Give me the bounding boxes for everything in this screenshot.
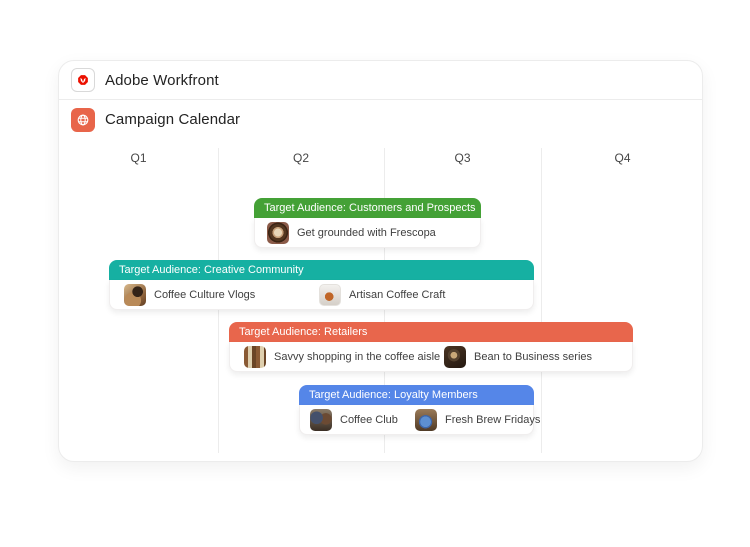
coffee-beans-thumbnail-icon <box>444 345 466 368</box>
campaign-group-customers-prospects: Target Audience: Customers and Prospects… <box>254 198 481 248</box>
page-title: Campaign Calendar <box>105 111 241 128</box>
campaign-item[interactable]: Get grounded with Frescopa <box>267 218 436 247</box>
campaign-row: Coffee Club Fresh Brew Fridays <box>299 405 540 435</box>
vlogger-thumbnail-icon <box>124 283 146 306</box>
quarter-label-q4: Q4 <box>614 151 631 165</box>
campaign-timeline: Q1 Q2 Q3 Q4 Target Audience: Customers a… <box>59 138 702 461</box>
blue-mug-thumbnail-icon <box>415 408 437 431</box>
quarter-gridline <box>541 148 542 453</box>
campaign-row: Get grounded with Frescopa <box>254 218 481 248</box>
coffee-cup-thumbnail-icon <box>319 283 341 306</box>
campaign-item-label: Bean to Business series <box>474 350 593 363</box>
campaign-item-label: Coffee Culture Vlogs <box>154 288 256 301</box>
campaign-item[interactable]: Coffee Club <box>310 405 398 434</box>
campaign-bar[interactable]: Target Audience: Retailers <box>229 322 633 342</box>
campaign-item[interactable]: Bean to Business series <box>444 342 592 371</box>
quarter-label-q3: Q3 <box>454 151 471 165</box>
campaign-row: Coffee Culture Vlogs Artisan Coffee Craf… <box>109 280 534 310</box>
campaign-item-label: Savvy shopping in the coffee aisle <box>274 350 441 363</box>
campaign-group-creative-community: Target Audience: Creative Community Coff… <box>109 260 534 310</box>
people-cafe-thumbnail-icon <box>310 408 332 431</box>
page-header: Campaign Calendar <box>59 100 702 139</box>
store-shelf-thumbnail-icon <box>244 345 266 368</box>
latte-cup-thumbnail-icon <box>267 221 289 244</box>
campaign-group-retailers: Target Audience: Retailers Savvy shoppin… <box>229 322 633 372</box>
quarter-label-q2: Q2 <box>292 151 309 165</box>
app-header: Adobe Workfront <box>59 61 702 100</box>
campaign-item-label: Fresh Brew Fridays <box>445 413 541 426</box>
campaign-item-label: Artisan Coffee Craft <box>349 288 446 301</box>
campaign-group-loyalty-members: Target Audience: Loyalty Members Coffee … <box>299 385 540 435</box>
campaign-item-label: Coffee Club <box>340 413 398 426</box>
campaign-bar[interactable]: Target Audience: Loyalty Members <box>299 385 534 405</box>
campaign-item[interactable]: Fresh Brew Fridays <box>415 405 540 434</box>
campaign-item[interactable]: Artisan Coffee Craft <box>319 280 445 309</box>
globe-icon <box>71 107 95 132</box>
campaign-bar[interactable]: Target Audience: Creative Community <box>109 260 534 280</box>
campaign-bar[interactable]: Target Audience: Customers and Prospects <box>254 198 481 218</box>
quarter-label-q1: Q1 <box>130 151 147 165</box>
campaign-row: Savvy shopping in the coffee aisle Bean … <box>229 342 633 372</box>
workfront-card: Adobe Workfront Campaign Calendar Q1 Q2 <box>58 60 703 462</box>
campaign-item-label: Get grounded with Frescopa <box>297 226 436 239</box>
campaign-item[interactable]: Coffee Culture Vlogs <box>124 280 255 309</box>
app-title: Adobe Workfront <box>105 71 219 89</box>
workfront-logo-icon <box>71 68 95 92</box>
campaign-item[interactable]: Savvy shopping in the coffee aisle <box>244 342 440 371</box>
